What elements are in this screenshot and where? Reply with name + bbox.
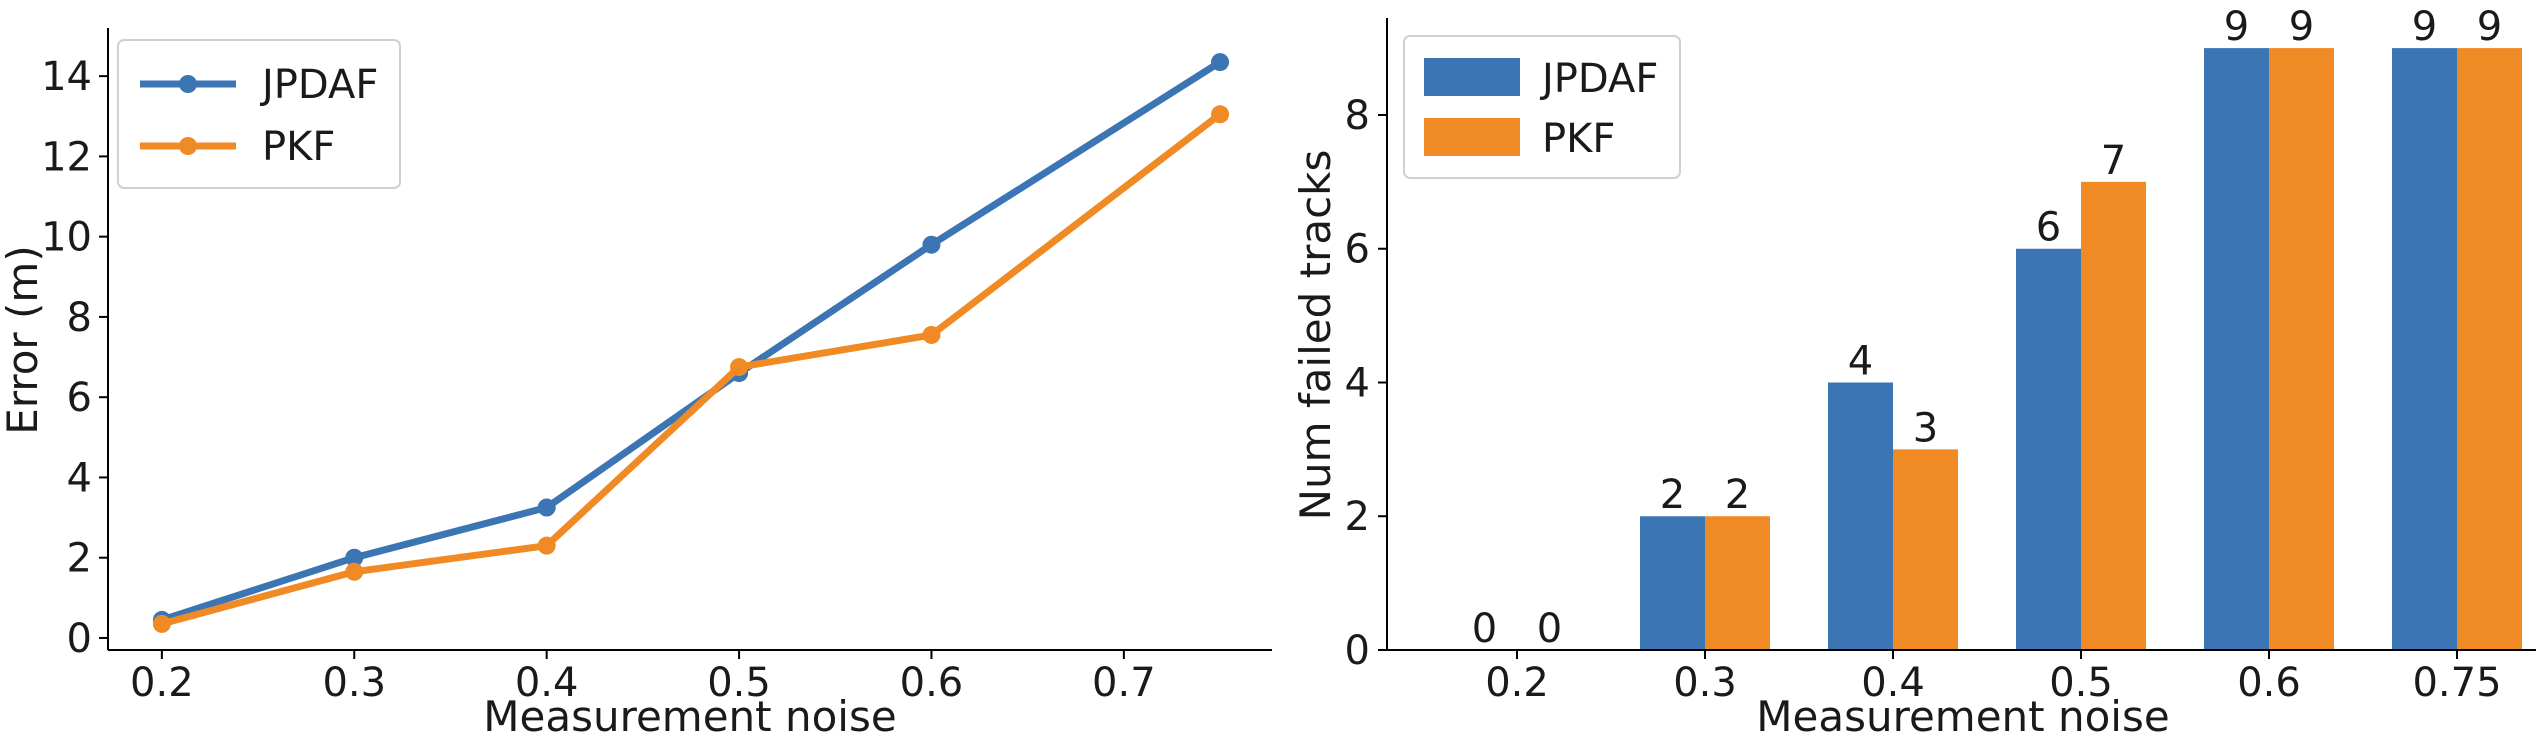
- bar-data-label-pkf: 2: [1725, 472, 1750, 518]
- bar-data-label-pkf: 0: [1537, 606, 1562, 652]
- bar-data-label-pkf: 3: [1913, 405, 1938, 451]
- bar-chart-x-tick-label: 0.5: [2049, 660, 2113, 706]
- line-chart-legend: JPDAF PKF: [117, 39, 401, 189]
- bar-chart-y-tick-label: 4: [1345, 360, 1370, 406]
- line-chart-x-axis-label: Measurement noise: [483, 692, 896, 741]
- line-chart-x-tick-label: 0.2: [130, 660, 194, 706]
- bar-pkf: [1705, 516, 1770, 650]
- bar-pkf: [2081, 181, 2146, 650]
- line-chart-legend-label-pkf: PKF: [262, 124, 335, 170]
- line-point-jpdaf: [922, 235, 941, 254]
- bar-chart-y-tick-label: 2: [1345, 494, 1370, 540]
- line-chart-y-tick-label: 10: [41, 215, 92, 261]
- bar-data-label-pkf: 7: [2101, 138, 2126, 184]
- line-chart-y-tick-label: 0: [67, 616, 92, 662]
- line-series-jpdaf: [160, 59, 1222, 624]
- bar-chart-x-tick-label: 0.75: [2412, 660, 2501, 706]
- bar-chart-legend-swatch-pkf: [1424, 118, 1520, 156]
- line-chart-y-tick-label: 2: [67, 536, 92, 582]
- bar-chart-x-tick-label: 0.2: [1485, 660, 1549, 706]
- bar-chart-y-tick-label: 0: [1345, 628, 1370, 674]
- bar-chart-x-tick-label: 0.6: [2237, 660, 2301, 706]
- line-chart-y-tick-label: 6: [67, 375, 92, 421]
- line-point-pkf: [730, 358, 749, 377]
- line-point-pkf: [922, 325, 941, 344]
- line-chart-y-tick-label: 14: [41, 54, 92, 100]
- bar-chart-y-tick-label: 6: [1345, 227, 1370, 273]
- line-chart-x-tick-label: 0.4: [515, 660, 579, 706]
- bar-jpdaf: [2016, 248, 2081, 650]
- bar-data-label-pkf: 9: [2289, 4, 2314, 50]
- bar-data-label-pkf: 9: [2477, 4, 2502, 50]
- line-chart-x-tick-label: 0.5: [707, 660, 771, 706]
- bar-chart-legend-label-pkf: PKF: [1542, 116, 1615, 162]
- line-point-jpdaf: [1211, 53, 1230, 72]
- bar-chart-x-tick-label: 0.3: [1673, 660, 1737, 706]
- bar-pkf: [2457, 48, 2522, 651]
- line-chart-legend-label-jpdaf: JPDAF: [259, 62, 378, 108]
- line-point-pkf: [152, 614, 171, 633]
- line-chart-x-tick-label: 0.7: [1092, 660, 1156, 706]
- bar-jpdaf: [2204, 48, 2269, 651]
- bar-chart-x-tick-label: 0.4: [1861, 660, 1925, 706]
- bar-chart-legend: JPDAF PKF: [1403, 35, 1681, 179]
- bar-chart-ticks: 0.2 0.3 0.4 0.5 0.6 0.75 0 2 4 6 8: [1345, 93, 2502, 706]
- bar-chart-legend-swatch-jpdaf: [1424, 58, 1520, 96]
- bar-data-label-jpdaf: 9: [2412, 4, 2437, 50]
- line-series-pkf: [160, 111, 1223, 628]
- line-chart-legend-marker-pkf: [179, 137, 197, 155]
- line-chart-x-tick-label: 0.6: [900, 660, 964, 706]
- bar-data-label-jpdaf: 2: [1660, 472, 1685, 518]
- line-chart-ticks: 0.2 0.3 0.4 0.5 0.6 0.7 0 2 4 6 8 10 12 14: [41, 54, 1156, 706]
- bar-data-label-jpdaf: 0: [1472, 606, 1497, 652]
- bar-chart-x-axis-label: Measurement noise: [1756, 692, 2169, 741]
- line-point-jpdaf: [537, 498, 556, 517]
- line-chart-y-tick-label: 12: [41, 134, 92, 180]
- line-chart-y-tick-label: 4: [67, 455, 92, 501]
- line-chart-legend-marker-jpdaf: [179, 75, 197, 93]
- line-point-pkf: [345, 562, 364, 581]
- bar-chart-legend-label-jpdaf: JPDAF: [1539, 56, 1658, 102]
- line-point-pkf: [1211, 105, 1230, 124]
- bar-pkf: [2269, 48, 2334, 651]
- line-chart-panel: 0.2 0.3 0.4 0.5 0.6 0.7 0 2 4 6 8 10 12 14 Measuremen…: [0, 28, 1272, 741]
- bar-chart-y-axis-label: Num failed tracks: [1291, 150, 1340, 521]
- bar-jpdaf: [2392, 48, 2457, 651]
- bar-jpdaf: [1828, 382, 1893, 650]
- bar-data-label-jpdaf: 9: [2224, 4, 2249, 50]
- bar-chart-y-tick-label: 8: [1345, 93, 1370, 139]
- line-point-pkf: [537, 536, 556, 555]
- bar-jpdaf: [1640, 516, 1705, 650]
- line-chart-plot-area: [152, 53, 1230, 633]
- bar-data-label-jpdaf: 4: [1848, 338, 1873, 384]
- bar-pkf: [1893, 449, 1958, 650]
- line-chart-y-tick-label: 8: [67, 295, 92, 341]
- line-chart-x-tick-label: 0.3: [322, 660, 386, 706]
- bar-data-label-jpdaf: 6: [2036, 205, 2061, 251]
- line-point-jpdaf: [345, 548, 364, 567]
- line-chart-y-axis-label: Error (m): [0, 245, 47, 434]
